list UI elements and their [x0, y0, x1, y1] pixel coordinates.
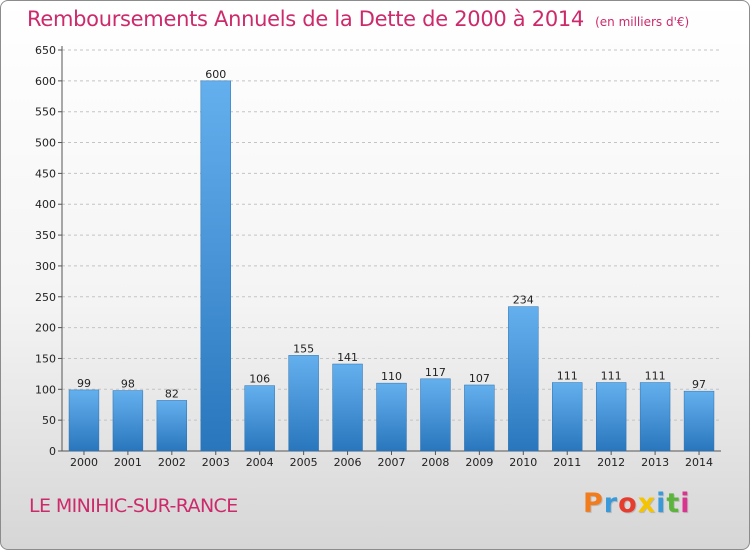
bar-2002: [156, 400, 188, 452]
data-label-2002: 82: [165, 387, 179, 400]
bar-2001: [112, 390, 144, 452]
y-tick-label: 200: [35, 322, 56, 335]
x-tick-label-2003: 2003: [202, 456, 230, 469]
x-tick-label-2000: 2000: [70, 456, 98, 469]
data-label-2001: 98: [121, 378, 135, 391]
bar-2011: [552, 382, 583, 452]
x-tick-label-2010: 2010: [509, 456, 537, 469]
data-label-2009: 107: [469, 372, 490, 385]
bar-2010: [508, 306, 539, 452]
logo-letter: t: [666, 488, 681, 519]
logo-letter: i: [656, 488, 667, 519]
y-tick-label: 300: [35, 260, 56, 273]
y-tick-label: 0: [49, 445, 56, 458]
data-label-2005: 155: [293, 342, 314, 355]
x-tick-label-2013: 2013: [641, 456, 669, 469]
y-tick-label: 100: [35, 383, 56, 396]
chart-unit-note: (en milliers d'€): [595, 15, 690, 29]
y-tick-label: 650: [35, 44, 56, 57]
data-label-2013: 111: [645, 370, 666, 383]
y-tick-label: 550: [35, 106, 56, 119]
y-tick-label: 600: [35, 75, 56, 88]
chart-title: Remboursements Annuels de la Dette de 20…: [27, 7, 689, 31]
bar-2004: [244, 385, 275, 452]
bar-2013: [639, 382, 671, 452]
y-tick-label: 450: [35, 167, 56, 180]
logo-letter: x: [637, 488, 657, 519]
data-label-2004: 106: [249, 373, 270, 386]
y-tick-label: 250: [35, 291, 56, 304]
data-label-2007: 110: [381, 370, 402, 383]
data-label-2000: 99: [77, 377, 91, 390]
chart-title-text: Remboursements Annuels de la Dette de 20…: [27, 7, 584, 31]
y-tick-label: 50: [42, 414, 56, 427]
x-tick-label-2014: 2014: [685, 456, 713, 469]
logo-letter: r: [603, 488, 619, 519]
x-tick-label-2011: 2011: [553, 456, 581, 469]
bar-2007: [376, 382, 407, 452]
x-tick-label-2008: 2008: [421, 456, 449, 469]
y-tick-label: 350: [35, 229, 56, 242]
bar-2014: [683, 390, 715, 452]
bar-2006: [332, 363, 363, 452]
data-label-2014: 97: [692, 378, 706, 391]
bar-2000: [68, 389, 100, 452]
bar-2005: [288, 355, 319, 452]
data-label-2011: 111: [557, 370, 578, 383]
x-tick-label-2005: 2005: [290, 456, 318, 469]
bar-2003: [200, 80, 231, 452]
x-tick-label-2006: 2006: [334, 456, 362, 469]
data-label-2010: 234: [513, 294, 534, 307]
data-label-2006: 141: [337, 351, 358, 364]
x-tick-label-2001: 2001: [114, 456, 142, 469]
bar-2009: [464, 384, 495, 452]
data-label-2008: 117: [425, 366, 446, 379]
y-tick-label: 150: [35, 352, 56, 365]
bar-2012: [595, 382, 627, 452]
y-tick-label: 500: [35, 137, 56, 150]
proxiti-logo: Proxiti: [583, 488, 691, 519]
x-tick-label-2002: 2002: [158, 456, 186, 469]
data-label-2003: 600: [205, 68, 226, 81]
x-tick-label-2007: 2007: [378, 456, 406, 469]
bar-2008: [420, 378, 451, 452]
x-tick-label-2004: 2004: [246, 456, 274, 469]
data-label-2012: 111: [601, 370, 622, 383]
logo-letter: P: [583, 488, 604, 519]
x-tick-label-2012: 2012: [597, 456, 625, 469]
logo-letter: i: [680, 488, 691, 519]
x-tick-label-2009: 2009: [465, 456, 493, 469]
y-tick-label: 400: [35, 198, 56, 211]
logo-letter: o: [618, 488, 638, 519]
place-name: LE MINIHIC-SUR-RANCE: [29, 495, 238, 517]
